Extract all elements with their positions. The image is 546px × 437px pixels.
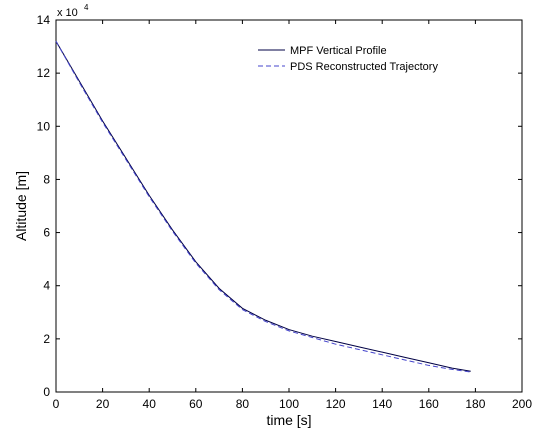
y-scale-multiplier: x 10: [57, 7, 78, 19]
x-tick-label: 180: [465, 397, 485, 411]
y-tick-label: 14: [37, 13, 51, 27]
x-tick-label: 0: [53, 397, 60, 411]
legend: MPF Vertical Profile PDS Reconstructed T…: [258, 45, 438, 73]
x-tick-label: 60: [189, 397, 203, 411]
axis-ticks: 0 20 40 60 80 100 120 140 160 180 200 0 2 4 6 8 10 12 14: [37, 13, 533, 411]
legend-label-pds: PDS Reconstructed Trajectory: [290, 61, 438, 73]
y-tick-label: 10: [37, 119, 51, 133]
x-tick-label: 100: [279, 397, 299, 411]
y-tick-label: 0: [43, 385, 50, 399]
y-tick-label: 4: [43, 279, 50, 293]
series-line-pds: [55, 41, 471, 373]
series-line-mpf: [55, 41, 471, 372]
plot-frame: [55, 19, 523, 393]
y-tick-label: 12: [37, 66, 51, 80]
legend-label-mpf: MPF Vertical Profile: [290, 45, 387, 57]
x-tick-label: 40: [143, 397, 157, 411]
y-tick-label: 8: [43, 172, 50, 186]
x-tick-label: 200: [512, 397, 532, 411]
x-tick-label: 120: [326, 397, 346, 411]
x-tick-label: 20: [96, 397, 110, 411]
y-tick-label: 2: [43, 332, 50, 346]
x-tick-label: 140: [372, 397, 392, 411]
series-layer: [55, 41, 471, 373]
y-scale-exponent: 4: [84, 3, 89, 12]
x-axis-label: time [s]: [266, 412, 311, 428]
y-axis-label: Altitude [m]: [13, 171, 29, 241]
x-tick-label: 80: [236, 397, 250, 411]
x-tick-label: 160: [419, 397, 439, 411]
y-tick-label: 6: [43, 226, 50, 240]
